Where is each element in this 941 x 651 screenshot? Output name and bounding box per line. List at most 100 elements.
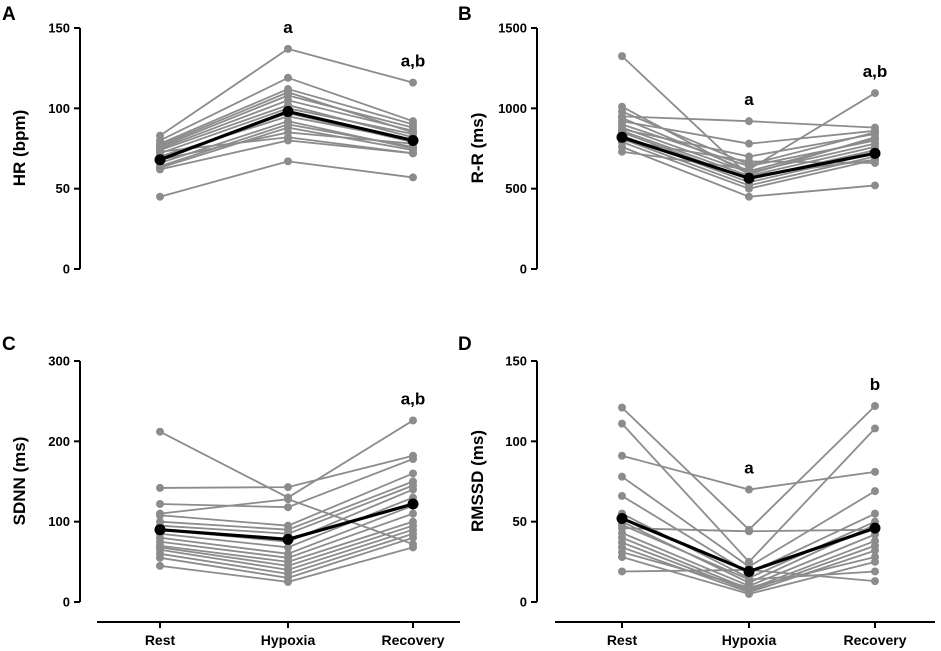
panel-c-mean-point bbox=[282, 533, 294, 545]
panel-letter-c: C bbox=[2, 334, 16, 355]
panel-c-ylabel: SDNN (ms) bbox=[10, 437, 29, 526]
panel-b-y-tick-label: 500 bbox=[505, 181, 527, 196]
panel-a: A HR (bpm) bbox=[2, 4, 29, 186]
panel-a-series-point bbox=[284, 73, 292, 82]
panel-c-y-tick-label: 100 bbox=[48, 514, 70, 529]
panel-a-series-point bbox=[284, 85, 292, 94]
panel-d-series-point bbox=[745, 485, 753, 494]
panel-b-series-point bbox=[745, 184, 753, 193]
panel-c-y-tick-label: 200 bbox=[48, 434, 70, 449]
panel-a-ylabel: HR (bpm) bbox=[10, 110, 29, 186]
panel-a-series-point bbox=[156, 192, 164, 201]
panel-b-series-point bbox=[618, 113, 626, 122]
panel-d-series-point bbox=[745, 589, 753, 598]
panel-b-series-point bbox=[745, 192, 753, 201]
panel-c-series-point bbox=[156, 509, 164, 518]
panel-c-series-point bbox=[409, 469, 417, 478]
panel-a-series-point bbox=[156, 147, 164, 156]
panel-c-series-point bbox=[284, 577, 292, 586]
panel-d-series-point bbox=[871, 509, 879, 518]
panel-d-series-point bbox=[618, 451, 626, 460]
panel-d-ylabel: RMSSD (ms) bbox=[468, 430, 487, 532]
panel-a-series-point bbox=[156, 131, 164, 140]
panel-a-y-tick-label: 150 bbox=[48, 21, 70, 36]
panel-b: B R-R (ms) bbox=[458, 4, 487, 183]
panel-letter-a: A bbox=[2, 4, 16, 25]
panel-d-series-point bbox=[871, 401, 879, 410]
panel-a-mean-point bbox=[407, 134, 419, 146]
panel-d-series-point bbox=[871, 487, 879, 496]
panel-b-y-tick-label: 0 bbox=[520, 262, 527, 277]
panel-b-series-point bbox=[618, 52, 626, 61]
panel-c-series-line bbox=[159, 454, 414, 489]
panel-b-annotation: a bbox=[744, 90, 754, 109]
panel-d-y-tick-label: 100 bbox=[505, 434, 527, 449]
panel-a-series-point bbox=[156, 163, 164, 172]
panel-d-series-point bbox=[618, 419, 626, 428]
panel-c-y-tick-label: 0 bbox=[63, 595, 70, 610]
panel-a-y-tick-label: 0 bbox=[63, 262, 70, 277]
panel-d-y-tick-label: 0 bbox=[520, 595, 527, 610]
panel-d-series-point bbox=[745, 583, 753, 592]
panel-c-series-point bbox=[156, 499, 164, 508]
panel-b-mean-point bbox=[869, 147, 881, 159]
panel-c-x-tick-label: Hypoxia bbox=[261, 632, 316, 648]
panel-b-series-point bbox=[745, 157, 753, 166]
panel-c-y-tick-label: 300 bbox=[48, 354, 70, 369]
panel-d-series-point bbox=[618, 491, 626, 500]
panel-d-series-point bbox=[618, 403, 626, 412]
panel-b-series-point bbox=[745, 166, 753, 175]
panel-b-y-tick-label: 1500 bbox=[498, 21, 527, 36]
panel-b-series-point bbox=[618, 125, 626, 134]
panel-c-series-point bbox=[284, 483, 292, 492]
panel-d-series-point bbox=[871, 577, 879, 586]
panel-b-series-point bbox=[871, 134, 879, 143]
panel-d-series-point bbox=[871, 467, 879, 476]
panel-letter-b: B bbox=[458, 4, 472, 25]
panel-c-series-point bbox=[409, 455, 417, 464]
panel-c-series-point bbox=[156, 561, 164, 570]
panel-c-series-point bbox=[156, 553, 164, 562]
panel-c-x-tick-label: Rest bbox=[145, 632, 176, 648]
panel-a-series-point bbox=[284, 133, 292, 142]
panel-a-series-point bbox=[409, 117, 417, 126]
panel-c-series-point bbox=[409, 509, 417, 518]
panel-c-series-point bbox=[156, 483, 164, 492]
panel-c-series-point bbox=[156, 427, 164, 436]
panel-b-y-tick-label: 1000 bbox=[498, 101, 527, 116]
panel-d-mean-point bbox=[869, 522, 881, 534]
panel-c-plot: 0 100 200 300 Rest Hypoxia Recovery a,b bbox=[48, 354, 460, 648]
panel-a-series-point bbox=[284, 157, 292, 166]
panel-b-series-point bbox=[618, 147, 626, 156]
panel-d-x-tick-label: Hypoxia bbox=[722, 632, 777, 648]
panel-c-mean-point bbox=[407, 498, 419, 510]
panel-a-series-point bbox=[284, 123, 292, 132]
panel-a-series-point bbox=[409, 78, 417, 87]
panel-a-y-tick-label: 50 bbox=[56, 181, 70, 196]
panel-a-series-point bbox=[409, 173, 417, 182]
panel-d-series-point bbox=[871, 424, 879, 433]
panel-a-y-tick-label: 100 bbox=[48, 101, 70, 116]
panel-c-series-point bbox=[409, 485, 417, 494]
panel-a-series-line bbox=[159, 160, 414, 198]
panel-letter-d: D bbox=[458, 334, 472, 355]
panel-a-mean-point bbox=[282, 106, 294, 118]
panel-a-annotation: a bbox=[283, 18, 293, 37]
panel-a-series-point bbox=[284, 44, 292, 53]
panel-a-plot: 0 50 100 150 a a,b bbox=[48, 18, 425, 277]
panel-a-mean-point bbox=[154, 154, 166, 166]
panel-d-series-point bbox=[871, 557, 879, 566]
panel-c: C SDNN (ms) bbox=[2, 334, 29, 525]
panel-d-annotation: a bbox=[744, 459, 754, 478]
panel-d-series-point bbox=[745, 575, 753, 584]
panel-b-series-point bbox=[871, 89, 879, 98]
panel-c-series-point bbox=[284, 543, 292, 552]
panel-b-plot: 0 500 1000 1500 a a,b bbox=[498, 21, 887, 277]
panel-c-x-tick-label: Recovery bbox=[381, 632, 444, 648]
panel-b-series-point bbox=[745, 139, 753, 148]
panel-d-series-point bbox=[871, 567, 879, 576]
panel-b-series-point bbox=[871, 181, 879, 190]
panel-b-ylabel: R-R (ms) bbox=[468, 113, 487, 184]
panel-d-mean-point bbox=[743, 565, 755, 577]
